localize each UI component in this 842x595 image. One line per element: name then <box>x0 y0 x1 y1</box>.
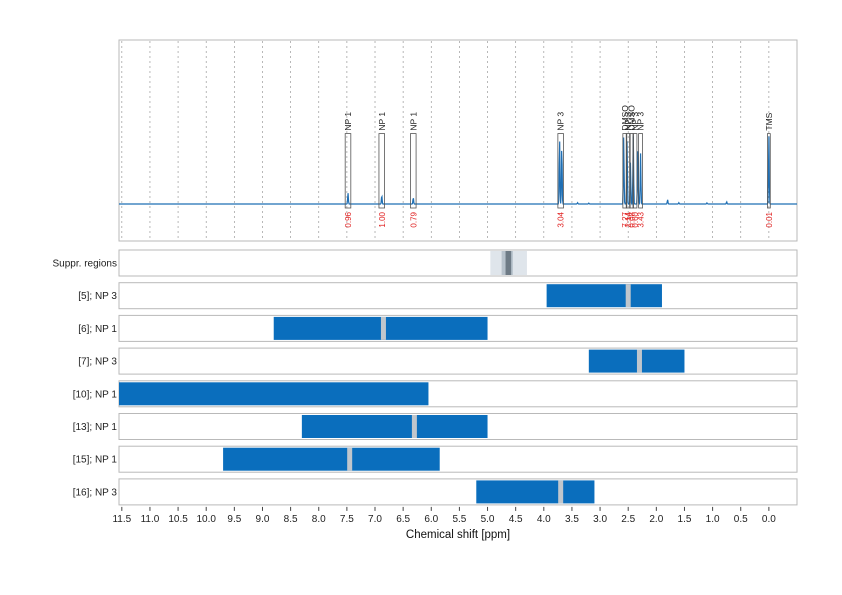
range-marker <box>411 415 417 438</box>
x-tick-label: 7.5 <box>340 514 354 525</box>
range-bar <box>588 349 685 373</box>
peak-label: NP 1 <box>343 112 353 131</box>
x-tick-label: 9.5 <box>227 514 241 525</box>
range-marker <box>636 349 642 373</box>
x-tick-label: 11.0 <box>141 514 160 525</box>
range-row-label: [10]; NP 1 <box>73 389 118 400</box>
peak-integral: 2.14 <box>624 211 633 227</box>
range-row-label: [5]; NP 3 <box>78 291 117 302</box>
x-tick-label: 3.0 <box>593 514 607 525</box>
range-row-label: [7]; NP 3 <box>78 357 117 368</box>
peak-integral: 3.04 <box>557 211 566 227</box>
peak-box <box>344 133 352 209</box>
range-row-frame <box>118 478 798 506</box>
range-row-label: [16]; NP 3 <box>73 487 118 498</box>
x-tick-label: 0.5 <box>734 514 748 525</box>
grid <box>121 41 770 240</box>
peak-label: NP 3 <box>556 112 566 131</box>
x-tick-label: 3.5 <box>565 514 579 525</box>
range-bar <box>223 447 440 471</box>
range-bar <box>119 382 429 406</box>
x-tick-label: 10.0 <box>196 514 216 525</box>
peak-box <box>557 133 564 209</box>
x-tick-label: 8.5 <box>284 514 298 525</box>
x-tick-label: 10.5 <box>168 514 188 525</box>
x-tick-label: 1.5 <box>678 514 692 525</box>
spectrum-panel <box>118 39 798 242</box>
peak-box <box>629 133 634 209</box>
peak-label: NP 3 <box>630 112 640 131</box>
range-bar <box>273 316 488 340</box>
peak-integral: 0.96 <box>344 211 353 227</box>
spectrum-line <box>119 136 797 206</box>
x-axis-label: Chemical shift [ppm] <box>406 529 510 541</box>
peak-integral: 0.60 <box>631 211 640 227</box>
peak-box <box>378 133 385 209</box>
peak-integral: 1.00 <box>378 211 387 227</box>
x-tick-label: 2.5 <box>621 514 635 525</box>
peak-integral: 0.08 <box>628 211 637 227</box>
peak-integral: 0.79 <box>409 211 418 227</box>
x-tick-label: 4.0 <box>537 514 551 525</box>
range-marker <box>347 447 353 471</box>
range-marker <box>625 284 631 308</box>
x-tick-label: 11.5 <box>112 514 131 525</box>
spectrum <box>119 136 797 206</box>
peak-label: NP 3 <box>623 112 633 131</box>
peak-label: DMSO <box>620 105 630 131</box>
x-tick-label: 0.0 <box>762 514 776 525</box>
range-marker <box>380 316 386 340</box>
x-tick-label: 6.0 <box>424 514 438 525</box>
x-tick-label: 5.0 <box>481 514 495 525</box>
peak-label: DMSO <box>627 105 637 131</box>
peak-box <box>410 133 417 209</box>
range-row-frame <box>118 347 798 375</box>
suppr-row-label: Suppr. regions <box>53 259 118 270</box>
range-row-label: [13]; NP 1 <box>73 422 118 433</box>
peak-integral: 0.01 <box>765 211 774 227</box>
x-axis: 11.5 11.0 10.5 10.0 9.5 9.0 8.5 8.0 7.5 7.0 6.5 6.0… <box>112 506 776 525</box>
peak-box <box>625 133 631 209</box>
x-tick-label: 2.0 <box>649 514 663 525</box>
x-tick-label: 1.0 <box>706 514 720 525</box>
peak-box <box>767 133 771 209</box>
x-tick-label: 7.0 <box>368 514 382 525</box>
range-bar <box>476 480 595 504</box>
peak-box <box>632 133 638 209</box>
range-row-label: [15]; NP 1 <box>73 455 118 466</box>
suppr-region-core <box>505 251 512 275</box>
range-row-frame <box>118 282 798 310</box>
peak-label: NP 1 <box>377 112 387 131</box>
x-tick-label: 6.5 <box>396 514 410 525</box>
x-tick-label: 5.5 <box>452 514 466 525</box>
suppr-row-frame <box>118 249 798 277</box>
range-rows: Suppr. regions [5]; NP 3 [6]; NP 1 [7]; NP … <box>53 249 798 506</box>
x-tick-label: 9.0 <box>256 514 270 525</box>
peak-integral: 3.43 <box>637 211 646 227</box>
range-marker <box>558 480 564 504</box>
peak-label: NP 1 <box>408 112 418 131</box>
range-row-label: [6]; NP 1 <box>78 324 117 335</box>
x-tick-label: 8.0 <box>312 514 326 525</box>
peak-box <box>622 133 628 209</box>
peak-integral: 7.27 <box>621 211 630 227</box>
x-tick-label: 4.5 <box>509 514 523 525</box>
range-bar <box>301 415 488 438</box>
peak-label: NP 3 <box>636 112 646 131</box>
peak-annotations: NP 1 0.96 NP 1 1.00 NP 1 0.79 NP 3 3.04 DMSO 7.27… <box>343 105 774 228</box>
peak-label: TMS <box>764 112 774 130</box>
range-row-frame <box>118 445 798 473</box>
peak-box <box>638 133 643 209</box>
range-bar <box>546 284 662 308</box>
